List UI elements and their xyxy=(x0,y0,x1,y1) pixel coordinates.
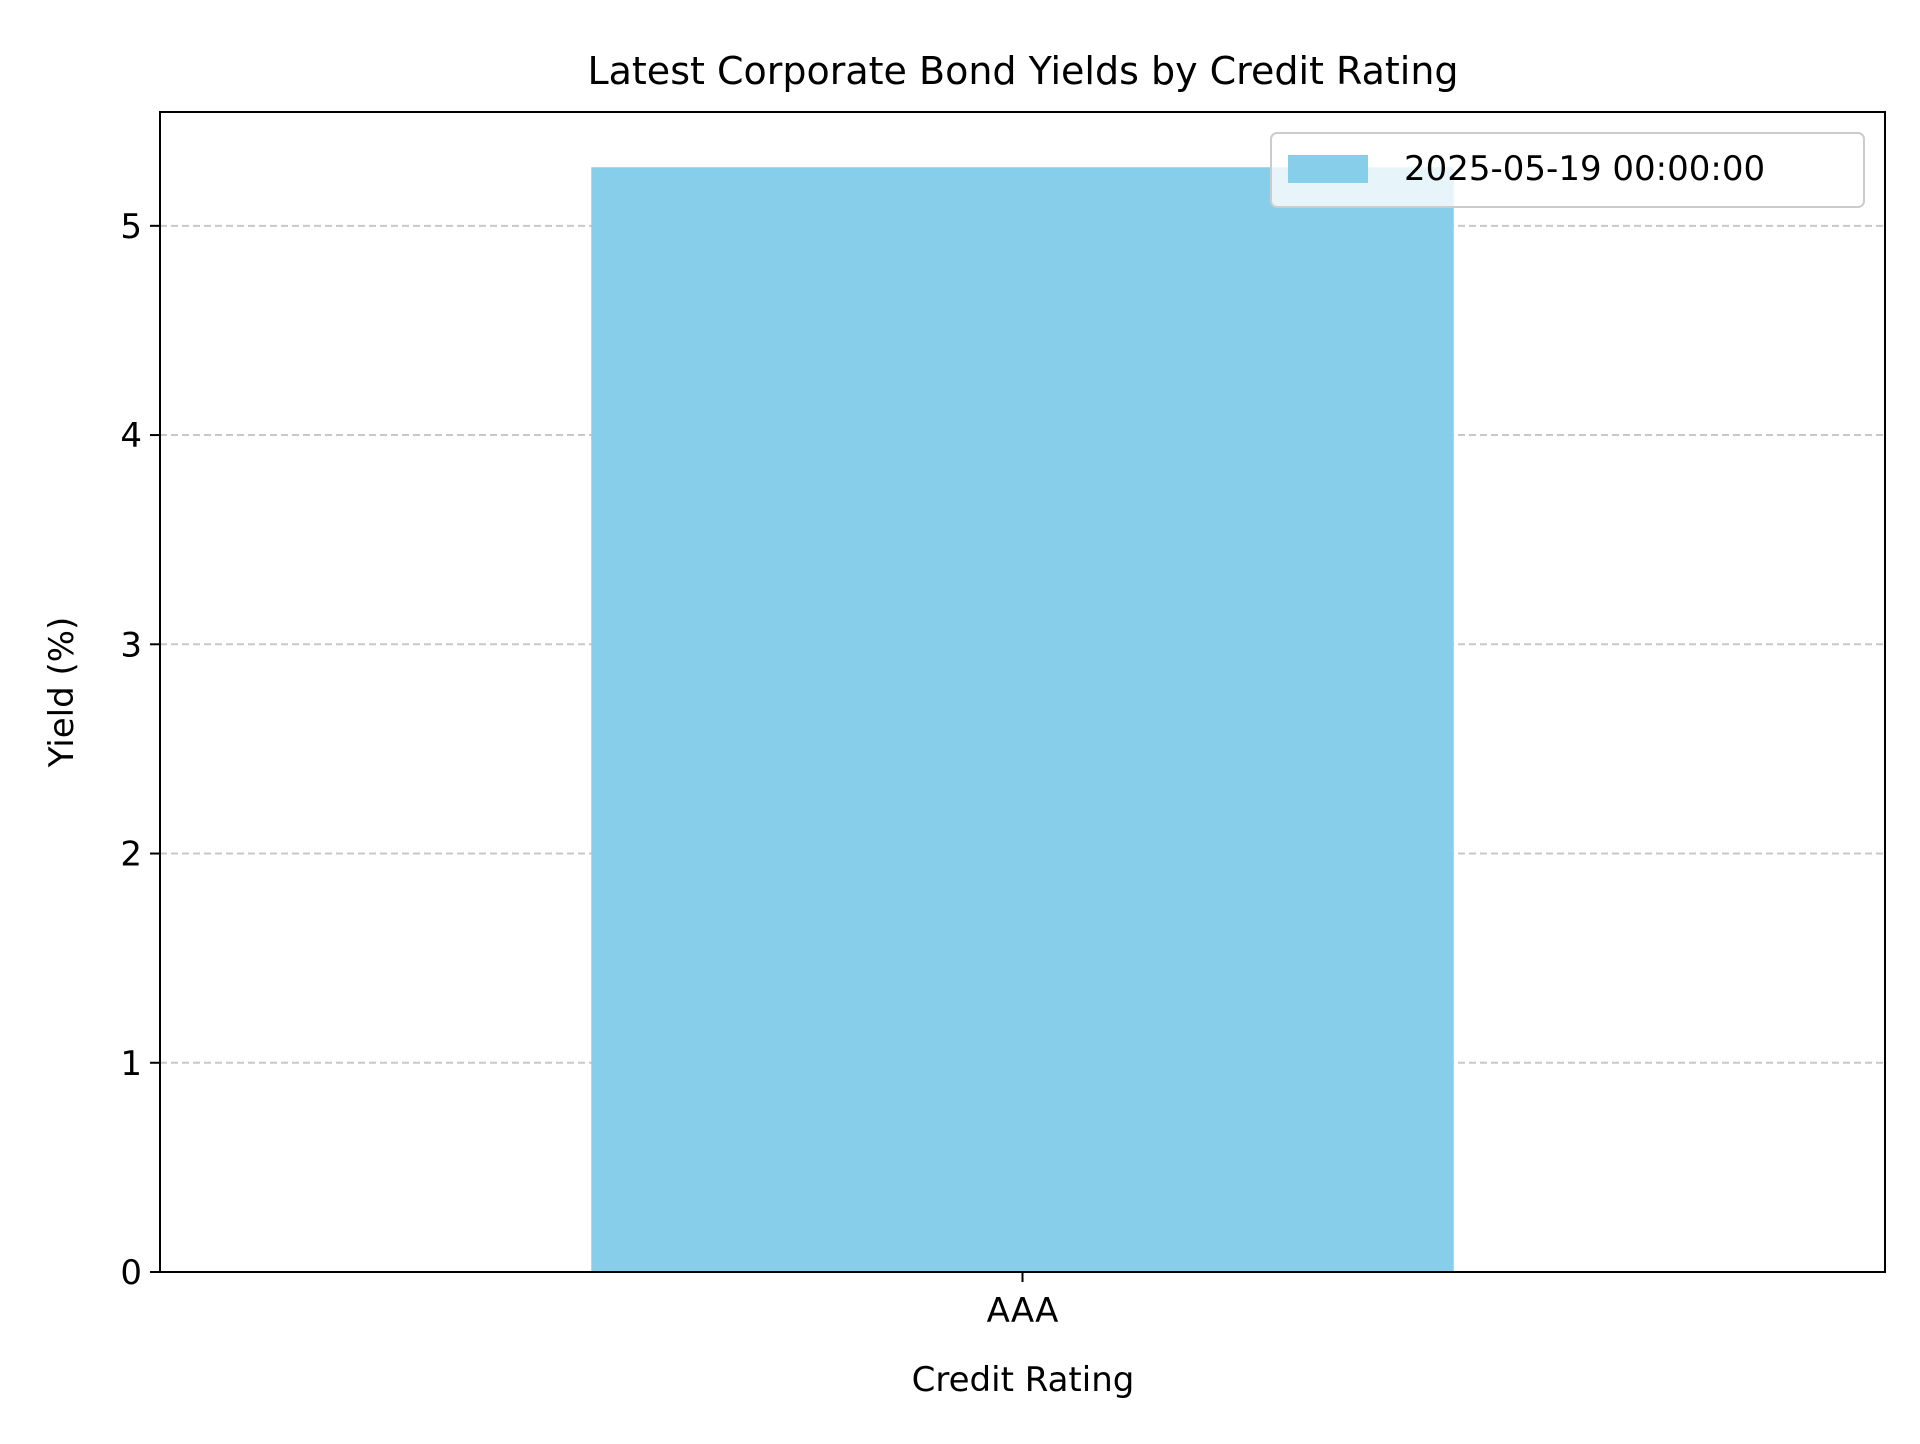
x-axis: AAA xyxy=(987,1272,1059,1331)
y-axis-label: Yield (%) xyxy=(42,617,82,769)
x-axis-label: Credit Rating xyxy=(912,1360,1135,1400)
legend-swatch xyxy=(1288,155,1368,183)
legend-label: 2025-05-19 00:00:00 xyxy=(1404,149,1765,189)
y-tick-label: 0 xyxy=(120,1253,142,1293)
y-tick-label: 5 xyxy=(120,207,142,247)
y-axis: 0 1 2 3 4 5 xyxy=(120,207,160,1293)
chart-title: Latest Corporate Bond Yields by Credit R… xyxy=(587,49,1458,93)
y-tick-label: 2 xyxy=(120,835,142,875)
y-tick-label: 3 xyxy=(120,625,142,665)
y-tick-label: 1 xyxy=(120,1044,142,1084)
legend: 2025-05-19 00:00:00 xyxy=(1270,132,1865,208)
x-tick-label: AAA xyxy=(987,1291,1059,1331)
bar-aaa xyxy=(591,167,1454,1273)
legend-box xyxy=(1270,132,1865,208)
y-tick-label: 4 xyxy=(120,416,142,456)
bars xyxy=(591,167,1454,1273)
